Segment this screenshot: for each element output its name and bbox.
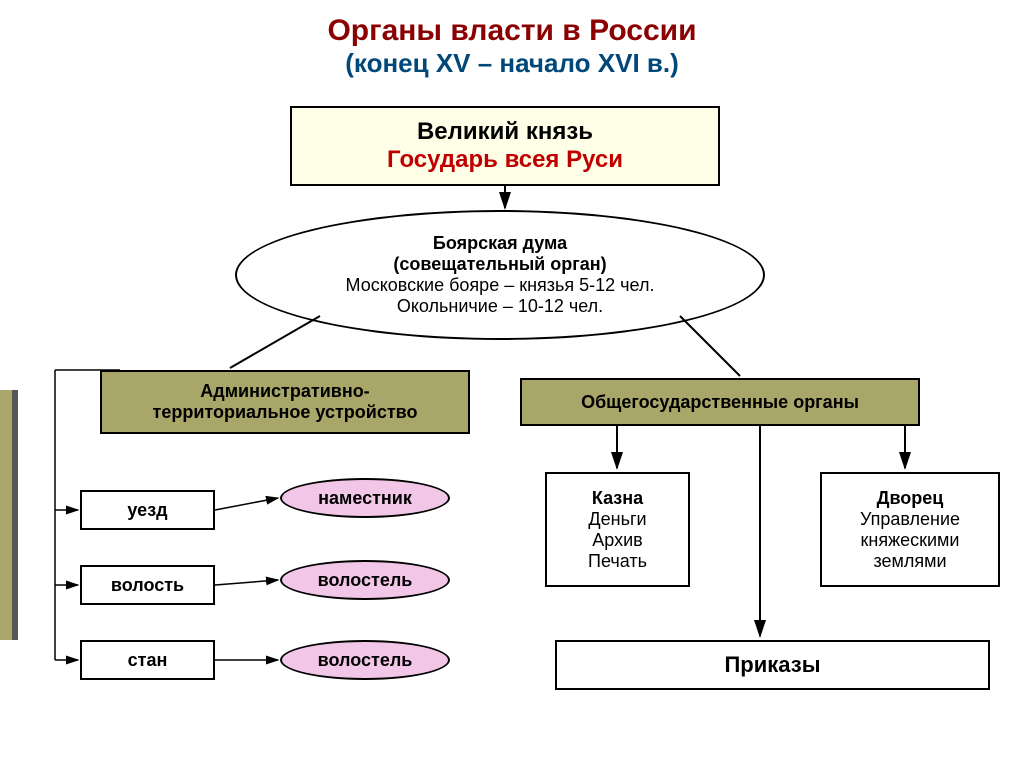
organ-line: Деньги (588, 509, 646, 530)
official-namestnik: наместник (280, 478, 450, 518)
grand-prince-box: Великий князь Государь всея Руси (290, 106, 720, 186)
title-line2: (конец XV – начало XVI в.) (0, 48, 1024, 79)
official-volostel-1: волостель (280, 560, 450, 600)
title-line1: Органы власти в России (0, 14, 1024, 48)
organ-line: Печать (588, 551, 647, 572)
territorial-unit-volost: волость (80, 565, 215, 605)
prince-line2: Государь всея Руси (387, 146, 623, 174)
official-label: волостель (318, 570, 413, 591)
duma-line4: Окольничие – 10-12 чел. (397, 296, 603, 317)
prikazy-box: Приказы (555, 640, 990, 690)
organ-line: Управление (860, 509, 960, 530)
organ-line: Архив (592, 530, 642, 551)
duma-line3: Московские бояре – князья 5-12 чел. (346, 275, 655, 296)
duma-line2: (совещательный орган) (393, 254, 606, 275)
organ-line: землями (873, 551, 946, 572)
diagram-title: Органы власти в России (конец XV – начал… (0, 14, 1024, 79)
state-organ-dvorets: Дворец Управление княжескими землями (820, 472, 1000, 587)
territorial-unit-stan: стан (80, 640, 215, 680)
territorial-branch-line1: Административно- (200, 381, 369, 402)
territorial-unit-uezd: уезд (80, 490, 215, 530)
official-label: наместник (318, 488, 412, 509)
prince-line1: Великий князь (417, 118, 593, 146)
boyar-duma-ellipse: Боярская дума (совещательный орган) Моск… (235, 210, 765, 340)
territorial-branch-line2: территориальное устройство (153, 402, 418, 423)
official-label: волостель (318, 650, 413, 671)
prikazy-label: Приказы (724, 652, 820, 678)
state-organ-kazna: Казна Деньги Архив Печать (545, 472, 690, 587)
organ-title: Дворец (877, 488, 944, 509)
official-volostel-2: волостель (280, 640, 450, 680)
unit-label: стан (128, 650, 168, 671)
unit-label: волость (111, 575, 184, 596)
unit-label: уезд (127, 500, 167, 521)
state-organs-branch-line1: Общегосударственные органы (581, 392, 859, 413)
organ-title: Казна (592, 488, 643, 509)
organ-line: княжескими (861, 530, 960, 551)
state-organs-branch-box: Общегосударственные органы (520, 378, 920, 426)
side-accent (0, 390, 12, 640)
duma-line1: Боярская дума (433, 233, 567, 254)
side-line (12, 390, 18, 640)
territorial-branch-box: Административно- территориальное устройс… (100, 370, 470, 434)
